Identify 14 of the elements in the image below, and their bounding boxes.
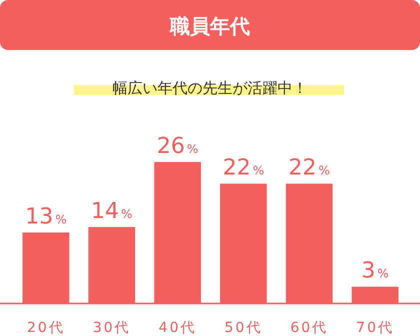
x-tick-label: 70代	[356, 320, 394, 336]
x-tick-label: 20代	[27, 320, 65, 336]
x-tick-label: 30代	[92, 320, 131, 336]
data-label: 22%	[288, 156, 330, 181]
chart-title: 職員年代	[169, 14, 250, 38]
data-label: 26%	[156, 134, 198, 159]
x-tick-label: 60代	[290, 320, 328, 336]
chart-subtitle: 幅広い年代の先生が活躍中！	[112, 79, 308, 97]
x-tick-label: 40代	[158, 320, 196, 336]
x-tick-label: 50代	[224, 320, 262, 336]
data-label: 22%	[222, 156, 264, 181]
data-label: 14%	[91, 199, 132, 224]
data-label: 13%	[25, 204, 67, 230]
data-label: 3%	[361, 258, 389, 284]
